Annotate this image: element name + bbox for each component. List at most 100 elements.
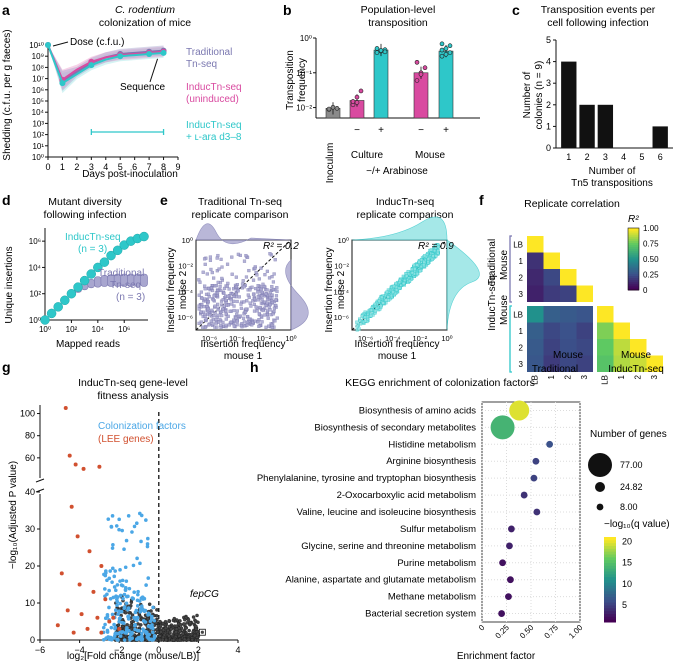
panel-e-point bbox=[242, 285, 246, 289]
panel-f-colorbar-tick: 0.25 bbox=[643, 271, 659, 280]
panel-g-gene-point bbox=[164, 637, 168, 642]
panel-f-colorbar-segment bbox=[628, 269, 639, 272]
panel-g-ytick-label: 60 bbox=[25, 453, 35, 463]
panel-g-colonization-point bbox=[105, 612, 110, 617]
panel-e-point bbox=[234, 316, 238, 320]
panel-g-colonization-point bbox=[105, 578, 109, 583]
panel-a-xtick-label: 0 bbox=[45, 162, 50, 172]
panel-e-point bbox=[224, 309, 228, 313]
panel-f-colorbar-segment bbox=[628, 265, 639, 268]
panel-g-colonization-point bbox=[140, 631, 144, 636]
panel-f-row-label: 1 bbox=[519, 257, 524, 266]
panel-letters: a b c d e f g h bbox=[2, 2, 520, 375]
panel-e-point bbox=[272, 272, 276, 276]
panel-e-point bbox=[224, 317, 228, 321]
panel-b-subtitle: transposition bbox=[368, 17, 428, 29]
panel-g-ytick-label: 0 bbox=[30, 635, 35, 645]
panel-e-point bbox=[226, 303, 231, 307]
panel-g-colonization-point bbox=[113, 626, 117, 631]
panel-g-lee-point bbox=[59, 571, 64, 576]
panel-e-point bbox=[258, 305, 262, 310]
panel-g-colonization-point bbox=[107, 605, 111, 610]
panel-g-gene-point bbox=[169, 627, 174, 631]
panel-f-cell bbox=[613, 339, 630, 356]
panel-d-inductn-point bbox=[112, 245, 123, 256]
panel-e-point bbox=[381, 301, 385, 305]
panel-h-colorbar-tick: 10 bbox=[622, 579, 632, 589]
panel-c-ylabel-2: colonies (n = 9) bbox=[534, 61, 545, 130]
panel-e-point bbox=[261, 282, 265, 286]
panel-h-colorbar-segment bbox=[604, 571, 616, 575]
panel-g-gene-point bbox=[192, 633, 197, 638]
panel-g-colonization-point bbox=[151, 605, 155, 610]
panel-f-row-label: LB bbox=[513, 241, 523, 250]
panel-g-gene-point bbox=[181, 631, 185, 636]
panel-a-sequence-arrow bbox=[149, 58, 159, 83]
panel-e-point bbox=[228, 309, 232, 313]
panel-g-colonization-point bbox=[110, 546, 115, 550]
panel-g-ytick-label: 40 bbox=[25, 487, 35, 497]
panel-h-term-label: Bacterial secretion system bbox=[365, 609, 476, 620]
panel-e-point bbox=[389, 293, 394, 298]
panel-e-ytick-label: 10⁻⁴ bbox=[333, 287, 349, 296]
panel-h-dot bbox=[505, 593, 512, 601]
panel-h-size-legend-label: 24.82 bbox=[620, 482, 643, 492]
panel-d-ytick-label: 10² bbox=[29, 290, 41, 299]
panel-letter-d: d bbox=[2, 192, 11, 208]
panel-e-point bbox=[415, 272, 420, 276]
panel-b-point bbox=[418, 72, 424, 77]
panel-h-xtick-label: 1.00 bbox=[567, 623, 585, 641]
panel-g-colonization-point bbox=[115, 603, 119, 607]
panel-g-colonization-point bbox=[108, 569, 112, 573]
panel-f-colorbar-segment bbox=[628, 228, 639, 231]
panel-b-bar bbox=[438, 50, 454, 119]
panel-d-inductn-point bbox=[66, 288, 77, 299]
panel-e-point bbox=[275, 286, 279, 290]
panel-g-ytick-label: 20 bbox=[25, 561, 35, 571]
panel-a-point bbox=[59, 80, 66, 87]
panel-g-colonization-point bbox=[150, 614, 154, 619]
panel-e-point bbox=[268, 290, 273, 294]
panel-g-colonization-point bbox=[130, 630, 134, 635]
panel-letter-f: f bbox=[479, 192, 484, 208]
panel-b-point bbox=[447, 50, 453, 55]
panel-h-colorbar-segment bbox=[604, 545, 616, 549]
panel-g-colonization-point bbox=[117, 619, 121, 624]
panel-g-gene-point bbox=[196, 620, 200, 625]
panel-e-point bbox=[232, 308, 236, 313]
panel-g-lee-point bbox=[85, 626, 90, 631]
panel-e-point bbox=[394, 281, 398, 286]
panel-e-point bbox=[271, 280, 276, 284]
panel-h-colorbar-segment bbox=[604, 568, 616, 572]
panel-g-colonization-point bbox=[116, 612, 120, 617]
panel-e-xtick-label: 10⁰ bbox=[441, 334, 452, 343]
panel-e-point bbox=[249, 304, 253, 308]
panel-d-legend-inductn-1: InducTn-seq bbox=[65, 232, 121, 243]
panel-e-point bbox=[239, 323, 244, 328]
panel-e-point bbox=[270, 300, 275, 305]
panel-f-colorbar-segment bbox=[628, 271, 639, 274]
panel-e2-title: InducTn-seq bbox=[376, 196, 435, 208]
panel-f-col-label: 2 bbox=[564, 374, 573, 379]
panel-h-term-label: Sulfur metabolism bbox=[400, 524, 476, 535]
panel-h-colorbar-segment bbox=[604, 610, 616, 614]
panel-f-cell bbox=[543, 355, 560, 372]
panel-e-point bbox=[220, 265, 224, 269]
panel-e-point bbox=[212, 276, 216, 280]
panel-a-ytick-label: 10⁴ bbox=[32, 108, 45, 117]
panel-e2-xlabel2: mouse 1 bbox=[378, 351, 417, 362]
panel-c-ytick-label: 1 bbox=[546, 121, 551, 131]
panel-h-term-label: Glycine, serine and threonine metabolism bbox=[301, 541, 476, 552]
panel-e-ytick-label: 10⁻⁶ bbox=[334, 313, 349, 322]
panel-f-left-mouse-2: Mouse bbox=[499, 295, 510, 325]
panel-d-ytick-label: 10⁴ bbox=[29, 263, 42, 272]
panel-a-ytick-label: 10⁸ bbox=[32, 63, 44, 72]
panel-g-gene-point bbox=[177, 638, 182, 642]
panel-c-bars bbox=[561, 61, 668, 148]
panel-g-colonization-point bbox=[101, 637, 106, 642]
panel-e-point bbox=[259, 287, 263, 292]
panel-a-line-2 bbox=[47, 44, 164, 85]
panel-e-point bbox=[217, 267, 221, 271]
panel-e-point bbox=[242, 259, 247, 263]
